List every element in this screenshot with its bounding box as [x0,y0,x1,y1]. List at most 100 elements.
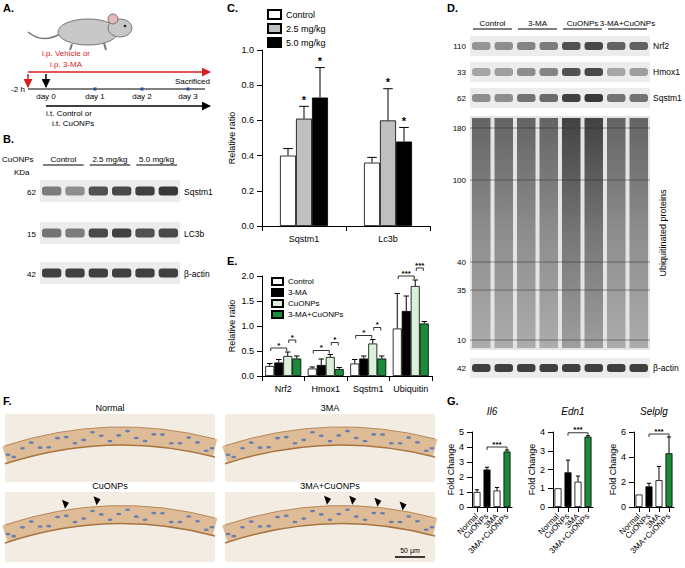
svg-text:5: 5 [459,427,464,437]
svg-text:4: 4 [540,427,545,437]
svg-text:Il6: Il6 [487,406,498,417]
svg-text:CuONPs: CuONPs [288,299,320,308]
svg-text:Hmox1: Hmox1 [311,384,340,394]
svg-text:4: 4 [621,452,626,462]
svg-text:0.4: 0.4 [241,151,254,161]
svg-text:Normal: Normal [95,403,124,413]
svg-text:62: 62 [27,188,36,197]
svg-text:KDa: KDa [14,168,30,177]
svg-text:B.: B. [3,133,14,145]
svg-text:Edn1: Edn1 [561,406,584,417]
svg-text:0: 0 [459,502,464,512]
svg-text:*: * [320,343,324,352]
svg-text:Lc3b: Lc3b [378,234,398,244]
svg-text:***: *** [654,427,664,436]
svg-text:Sqstm1: Sqstm1 [184,187,213,197]
svg-text:0.8: 0.8 [241,80,254,90]
svg-text:3MA+CuONPs: 3MA+CuONPs [629,512,673,556]
svg-text:i.t. CuONPs: i.t. CuONPs [52,119,94,128]
svg-text:1: 1 [540,483,545,493]
svg-text:1.5: 1.5 [241,296,254,306]
svg-text:*: * [402,115,407,127]
svg-text:10: 10 [457,336,466,345]
svg-text:LC3b: LC3b [184,229,205,239]
svg-text:2: 2 [621,477,626,487]
svg-text:***: *** [573,425,583,434]
svg-text:3MA: 3MA [321,403,340,413]
svg-text:110: 110 [453,42,466,51]
svg-text:day 1: day 1 [85,92,105,101]
svg-text:2.0: 2.0 [241,271,254,281]
svg-text:100: 100 [453,176,467,185]
svg-text:day 3: day 3 [178,92,198,101]
svg-text:Relative ratio: Relative ratio [227,112,237,165]
svg-text:0.0: 0.0 [241,371,254,381]
svg-text:2: 2 [459,472,464,482]
svg-text:Hmox1: Hmox1 [653,67,680,77]
svg-text:Sqstm1: Sqstm1 [289,234,320,244]
svg-text:62: 62 [457,94,466,103]
svg-text:β-actin: β-actin [184,269,210,279]
svg-text:42: 42 [27,270,36,279]
svg-text:E.: E. [227,255,237,267]
svg-text:CuONPs: CuONPs [92,481,128,491]
svg-text:3-MA+CuONPs: 3-MA+CuONPs [288,310,343,319]
svg-text:0.0: 0.0 [241,221,254,231]
svg-text:40: 40 [457,258,466,267]
svg-text:3-MA: 3-MA [288,288,308,297]
svg-text:*: * [277,341,281,350]
svg-text:C.: C. [227,2,238,14]
svg-text:*: * [302,94,307,106]
svg-text:F.: F. [3,395,12,407]
svg-text:Fold Change: Fold Change [446,444,456,496]
svg-text:***: *** [415,261,425,270]
svg-text:β-actin: β-actin [653,363,679,373]
svg-text:Fold Change: Fold Change [527,444,537,496]
svg-text:D.: D. [447,2,458,14]
svg-text:0: 0 [540,502,545,512]
svg-text:1.0: 1.0 [241,45,254,55]
svg-text:3MA+CuONPs: 3MA+CuONPs [467,512,511,556]
svg-text:Nrf2: Nrf2 [275,384,292,394]
svg-text:1: 1 [459,487,464,497]
svg-text:CuONPs: CuONPs [2,155,34,164]
svg-text:***: *** [402,269,412,278]
svg-text:2: 2 [540,465,545,475]
svg-text:50 μm: 50 μm [400,547,420,555]
svg-text:6: 6 [621,427,626,437]
svg-text:5.0 mg/kg: 5.0 mg/kg [286,38,326,48]
svg-text:3-MA+CuONPs: 3-MA+CuONPs [600,19,655,28]
svg-text:0.5: 0.5 [241,346,254,356]
svg-text:*: * [291,333,295,342]
svg-text:4: 4 [459,442,464,452]
svg-text:0.2: 0.2 [241,186,254,196]
svg-text:Control: Control [480,19,506,28]
svg-text:i.p. 3-MA: i.p. 3-MA [50,60,83,69]
svg-text:day 2: day 2 [132,92,152,101]
svg-text:Control: Control [50,155,76,164]
svg-text:*: * [318,55,323,67]
svg-text:33: 33 [457,68,466,77]
svg-text:i.p. Vehicle or: i.p. Vehicle or [42,49,90,58]
svg-text:*: * [376,320,380,329]
svg-text:Control: Control [288,277,314,286]
svg-text:5.0 mg/kg: 5.0 mg/kg [139,155,174,164]
svg-text:2.5 mg/kg: 2.5 mg/kg [92,155,127,164]
svg-text:Ubiquitinated proteins: Ubiquitinated proteins [658,189,668,277]
svg-text:G.: G. [447,395,459,407]
svg-text:35: 35 [457,286,466,295]
svg-text:*: * [333,335,337,344]
svg-text:Control: Control [286,10,315,20]
svg-text:*: * [386,76,391,88]
svg-text:15: 15 [27,230,36,239]
svg-text:Sqstm1: Sqstm1 [653,93,682,103]
svg-text:3MA+CuONPs: 3MA+CuONPs [300,481,360,491]
svg-text:***: *** [492,440,502,449]
svg-text:Nrf2: Nrf2 [653,41,669,51]
svg-text:day 0: day 0 [36,92,56,101]
svg-text:CuONPs: CuONPs [567,19,599,28]
svg-text:0: 0 [621,502,626,512]
svg-text:3: 3 [459,457,464,467]
svg-text:42: 42 [457,364,466,373]
svg-text:Selplg: Selplg [640,406,668,417]
